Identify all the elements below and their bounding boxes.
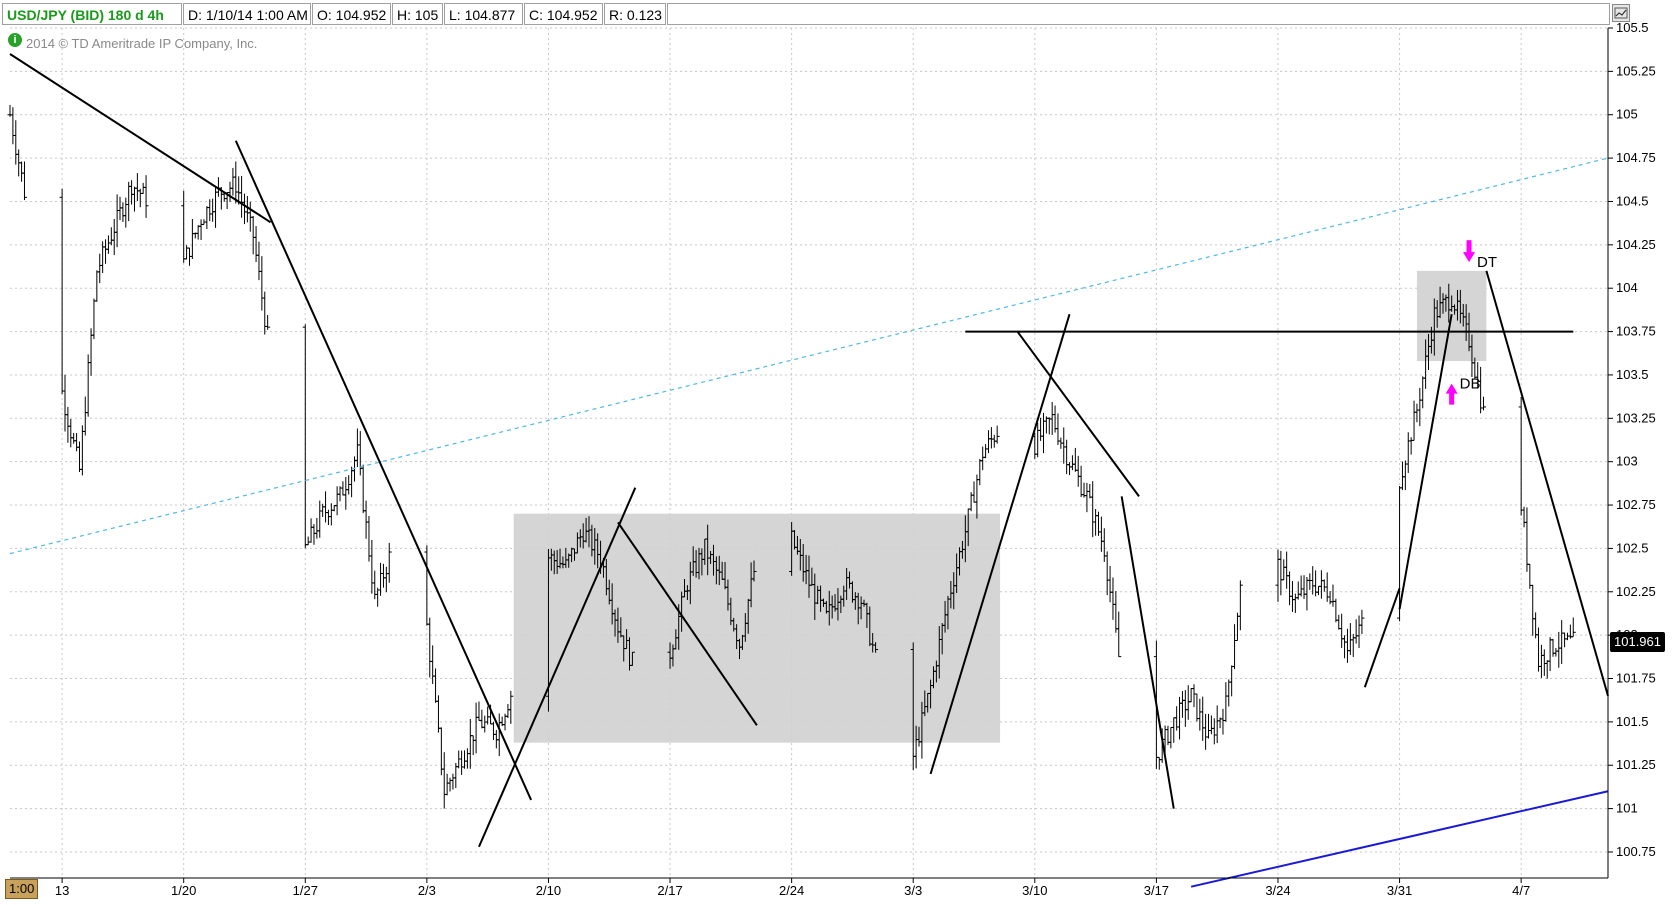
trendline bbox=[1120, 496, 1175, 809]
pattern-label: DT bbox=[1477, 254, 1497, 271]
x-tick-label: 13 bbox=[55, 883, 69, 898]
up-arrow-stem bbox=[1449, 392, 1455, 405]
y-tick-label: 105.25 bbox=[1616, 63, 1656, 78]
down-arrow-stem bbox=[1466, 240, 1472, 254]
y-tick-label: 104 bbox=[1616, 280, 1638, 295]
trendline bbox=[1190, 790, 1609, 888]
x-tick-label: 3/24 bbox=[1265, 883, 1290, 898]
shaded-zones bbox=[513, 270, 1487, 743]
dotted-trendline bbox=[9, 157, 1609, 555]
x-tick-label: 3/10 bbox=[1022, 883, 1047, 898]
copyright-text: 2014 © TD Ameritrade IP Company, Inc. bbox=[26, 36, 258, 51]
x-tick-label: 1/27 bbox=[293, 883, 318, 898]
high-readout: H: 105 bbox=[392, 3, 443, 25]
symbol-label[interactable]: USD/JPY (BID) 180 d 4h bbox=[2, 3, 182, 25]
y-tick-label: 104.25 bbox=[1616, 237, 1656, 252]
y-tick-label: 103.25 bbox=[1616, 410, 1656, 425]
y-tick-label: 105 bbox=[1616, 107, 1638, 122]
time-badge: 1:00 bbox=[5, 879, 39, 899]
trendline bbox=[617, 521, 758, 726]
y-tick-label: 103 bbox=[1616, 454, 1638, 469]
settings-button[interactable] bbox=[1612, 4, 1630, 22]
date-readout: D: 1/10/14 1:00 AM bbox=[183, 3, 311, 25]
trendline bbox=[1398, 314, 1453, 610]
shaded-zone bbox=[513, 513, 1001, 743]
trendline bbox=[929, 313, 1071, 775]
annotations: DT DB bbox=[1445, 240, 1497, 405]
up-arrow-marker bbox=[1445, 383, 1458, 394]
x-tick-label: 2/10 bbox=[536, 883, 561, 898]
low-readout: L: 104.877 bbox=[444, 3, 523, 25]
trendline bbox=[1363, 587, 1401, 688]
y-tick-label: 102.25 bbox=[1616, 584, 1656, 599]
x-tick-label: 4/7 bbox=[1512, 883, 1530, 898]
y-tick-label: 100.75 bbox=[1616, 844, 1656, 859]
y-tick-label: 103.75 bbox=[1616, 324, 1656, 339]
ohlc-bars bbox=[7, 105, 1576, 809]
x-tick-label: 1/20 bbox=[171, 883, 196, 898]
x-tick-label: 2/17 bbox=[657, 883, 682, 898]
open-readout: O: 104.952 bbox=[312, 3, 391, 25]
trendline bbox=[478, 487, 637, 848]
y-tick-label: 102.75 bbox=[1616, 497, 1656, 512]
pattern-label: DB bbox=[1460, 376, 1481, 393]
x-tick-label: 2/3 bbox=[418, 883, 436, 898]
grid bbox=[10, 27, 1608, 878]
trendlines bbox=[9, 53, 1609, 888]
trendline bbox=[1016, 330, 1140, 497]
settings-icon bbox=[1614, 7, 1628, 19]
y-tick-label: 104.75 bbox=[1616, 150, 1656, 165]
x-tick-label: 3/31 bbox=[1387, 883, 1412, 898]
trendline bbox=[1485, 270, 1609, 697]
y-tick-label: 101.25 bbox=[1616, 757, 1656, 772]
trendline bbox=[234, 140, 532, 801]
down-arrow-marker bbox=[1463, 252, 1476, 263]
y-tick-label: 101.5 bbox=[1616, 714, 1649, 729]
close-readout: C: 104.952 bbox=[524, 3, 603, 25]
range-readout: R: 0.123 bbox=[604, 3, 666, 25]
x-tick-label: 3/3 bbox=[904, 883, 922, 898]
trendline bbox=[9, 53, 272, 224]
y-tick-label: 104.5 bbox=[1616, 193, 1649, 208]
y-tick-label: 105.5 bbox=[1616, 20, 1649, 35]
header-spacer bbox=[667, 3, 1610, 25]
y-tick-label: 101 bbox=[1616, 801, 1638, 816]
y-tick-label: 102.5 bbox=[1616, 540, 1649, 555]
axes: 100.75101101.25101.5101.75102102.25102.5… bbox=[10, 20, 1656, 898]
info-icon[interactable]: i bbox=[8, 33, 22, 47]
x-tick-label: 3/17 bbox=[1144, 883, 1169, 898]
y-tick-label: 103.5 bbox=[1616, 367, 1649, 382]
x-tick-label: 2/24 bbox=[779, 883, 804, 898]
last-price-badge: 101.961 bbox=[1610, 631, 1665, 652]
y-tick-label: 101.75 bbox=[1616, 671, 1656, 686]
